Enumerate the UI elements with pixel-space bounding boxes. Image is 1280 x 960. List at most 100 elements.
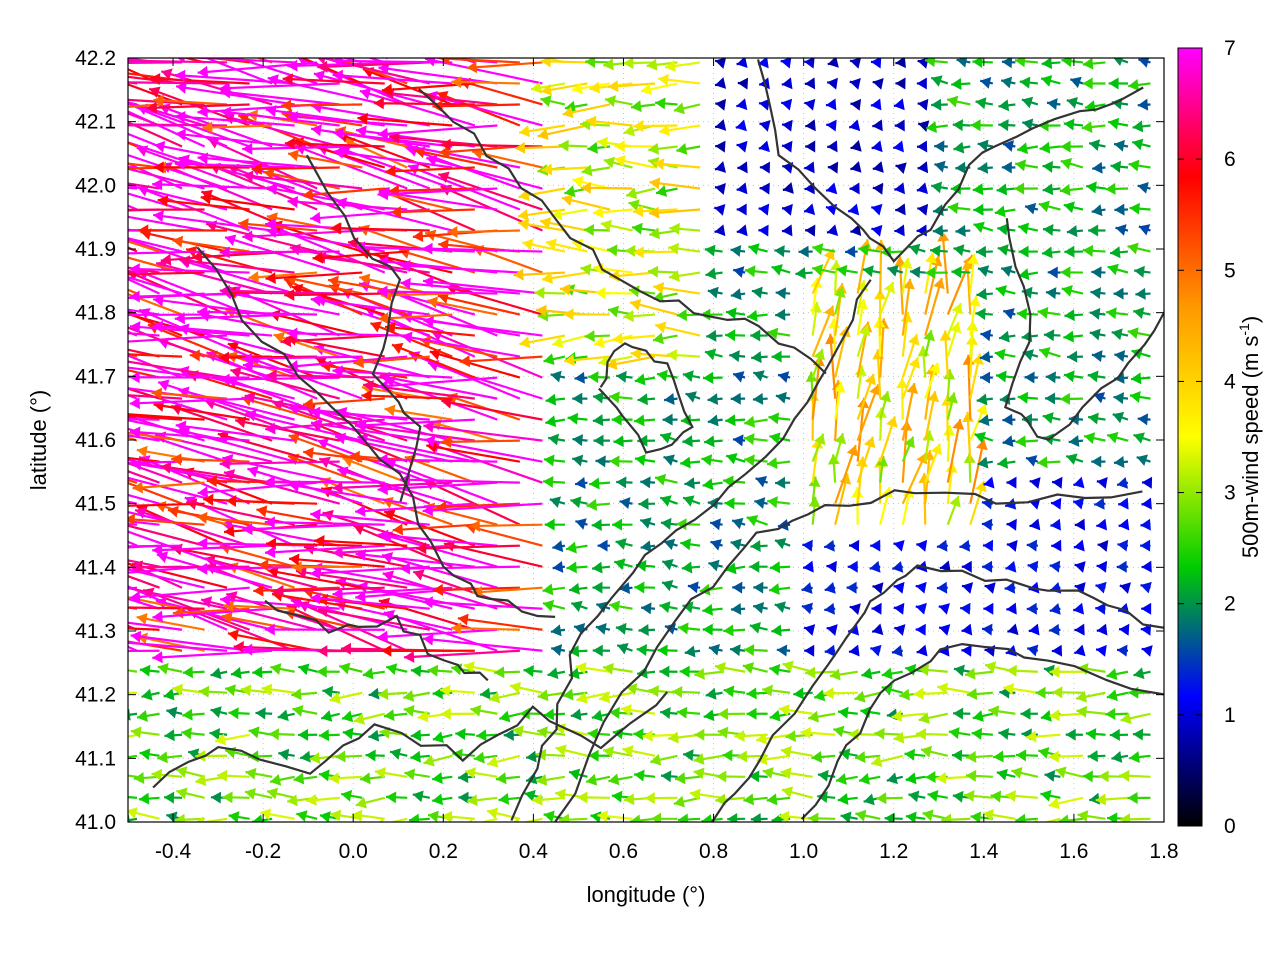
- wind-vector: [735, 119, 747, 132]
- wind-vector: [581, 164, 611, 177]
- wind-vector: [946, 321, 962, 357]
- wind-vector: [1095, 644, 1107, 657]
- wind-vector: [1109, 246, 1129, 259]
- wind-vector: [689, 788, 723, 801]
- wind-vector: [1045, 392, 1061, 405]
- wind-vector: [849, 603, 861, 615]
- wind-vector: [805, 119, 816, 132]
- wind-vector: [964, 667, 993, 680]
- wind-vector: [542, 599, 566, 612]
- wind-vector: [704, 435, 723, 448]
- wind-vector: [983, 602, 994, 615]
- wind-vector: [840, 811, 858, 822]
- wind-vector: [901, 452, 928, 505]
- wind-vector: [1127, 791, 1151, 804]
- y-tick-label: 41.7: [75, 365, 116, 388]
- wind-vector: [976, 393, 993, 406]
- wind-vector: [574, 371, 588, 384]
- wind-vector: [725, 414, 746, 427]
- wind-vector: [633, 769, 656, 782]
- wind-vector: [934, 160, 949, 173]
- wind-vector: [563, 354, 611, 367]
- wind-vector: [128, 568, 205, 589]
- wind-vector: [625, 187, 656, 200]
- wind-vector: [182, 708, 205, 721]
- wind-vector: [602, 662, 633, 675]
- wind-vector: [174, 157, 295, 170]
- wind-vector: [1065, 453, 1084, 465]
- wind-vector: [146, 101, 250, 114]
- wind-vector: [727, 812, 746, 822]
- wind-vector: [1091, 204, 1106, 217]
- colorbar-tick-label: 6: [1224, 148, 1236, 171]
- wind-vector: [774, 601, 791, 613]
- wind-vector: [317, 60, 430, 73]
- wind-vector: [384, 404, 453, 421]
- wind-vector: [288, 480, 408, 505]
- wind-vector: [129, 397, 250, 410]
- wind-vector: [174, 312, 295, 325]
- wind-vector: [332, 481, 453, 494]
- wind-vector: [693, 753, 723, 765]
- wind-vector: [1073, 539, 1085, 552]
- wind-vector: [876, 455, 889, 483]
- y-tick-label: 41.9: [75, 238, 116, 261]
- wind-vector: [302, 187, 385, 201]
- wind-vector: [128, 332, 160, 337]
- wind-vector: [400, 277, 520, 295]
- wind-vector: [128, 101, 138, 106]
- wind-vector: [1014, 58, 1038, 68]
- wind-vector: [138, 224, 228, 237]
- wind-vector: [826, 624, 838, 636]
- wind-vector: [1025, 455, 1039, 467]
- wind-vector: [266, 369, 385, 382]
- wind-vector: [128, 215, 205, 232]
- wind-vector: [230, 366, 340, 400]
- wind-vector: [384, 321, 475, 337]
- wind-vector: [972, 710, 994, 722]
- wind-vector: [549, 496, 566, 508]
- wind-vector: [580, 181, 633, 194]
- wind-vector: [377, 481, 498, 496]
- wind-vector: [543, 708, 565, 721]
- wind-vector: [128, 434, 160, 442]
- wind-vector: [871, 602, 882, 615]
- wind-vector: [281, 99, 363, 112]
- wind-vector: [1006, 476, 1017, 489]
- wind-vector: [261, 683, 295, 696]
- wind-vector: [132, 481, 205, 494]
- wind-vector: [545, 393, 566, 406]
- wind-vector: [729, 644, 746, 657]
- wind-vector: [830, 260, 843, 294]
- y-tick-label: 41.5: [75, 493, 116, 516]
- wind-vector: [128, 162, 183, 190]
- wind-vector: [1074, 582, 1086, 594]
- wind-vector: [128, 586, 138, 590]
- wind-vector: [1026, 539, 1038, 552]
- wind-vector: [219, 82, 340, 95]
- wind-vector: [1038, 347, 1061, 359]
- wind-vector: [1112, 411, 1129, 424]
- wind-vector: [547, 433, 566, 446]
- wind-vector: [1025, 730, 1061, 743]
- wind-vector: [1041, 246, 1061, 259]
- wind-vector: [544, 518, 565, 531]
- wind-vector: [724, 497, 746, 510]
- wind-vector: [782, 660, 813, 673]
- wind-vector: [947, 202, 971, 215]
- wind-vector: [591, 518, 611, 531]
- wind-vector: [961, 582, 974, 594]
- wind-vector: [997, 223, 1016, 236]
- wind-vector: [486, 754, 521, 768]
- wind-vector: [714, 203, 726, 216]
- wind-vector: [174, 69, 295, 85]
- wind-vector: [900, 257, 913, 294]
- wind-vector: [589, 477, 611, 490]
- wind-vector: [714, 58, 726, 69]
- wind-vector: [974, 431, 994, 444]
- wind-vector: [804, 77, 816, 90]
- wind-vector: [541, 163, 588, 176]
- wind-vector: [641, 602, 656, 615]
- wind-vector: [658, 73, 701, 86]
- wind-vector: [676, 706, 701, 719]
